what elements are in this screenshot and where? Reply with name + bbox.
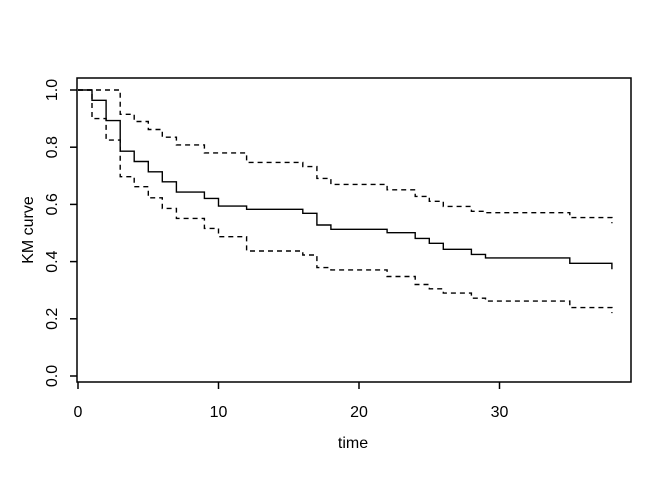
y-axis-ticks: 0.0 0.2 0.4 0.6 0.8 1.0 [44, 79, 77, 387]
y-tick-label: 0.8 [44, 136, 61, 158]
x-axis-title: time [338, 435, 368, 452]
plot-border [76, 77, 632, 383]
y-axis-title: KM curve [20, 196, 37, 264]
lower-confidence-band-line [78, 89, 613, 314]
x-axis-ticks: 0 10 20 30 [74, 382, 509, 421]
km-curve-line [78, 89, 613, 270]
x-tick-label: 20 [350, 404, 368, 421]
y-tick-label: 0.6 [44, 193, 61, 215]
x-tick-label: 30 [491, 404, 509, 421]
y-tick-label: 0.0 [44, 365, 61, 387]
y-tick-label: 0.4 [44, 250, 61, 272]
km-curves [78, 89, 613, 314]
upper-confidence-band-line [78, 89, 613, 224]
y-tick-label: 1.0 [44, 79, 61, 101]
x-tick-label: 0 [74, 404, 83, 421]
x-tick-label: 10 [210, 404, 228, 421]
y-tick-label: 0.2 [44, 308, 61, 330]
